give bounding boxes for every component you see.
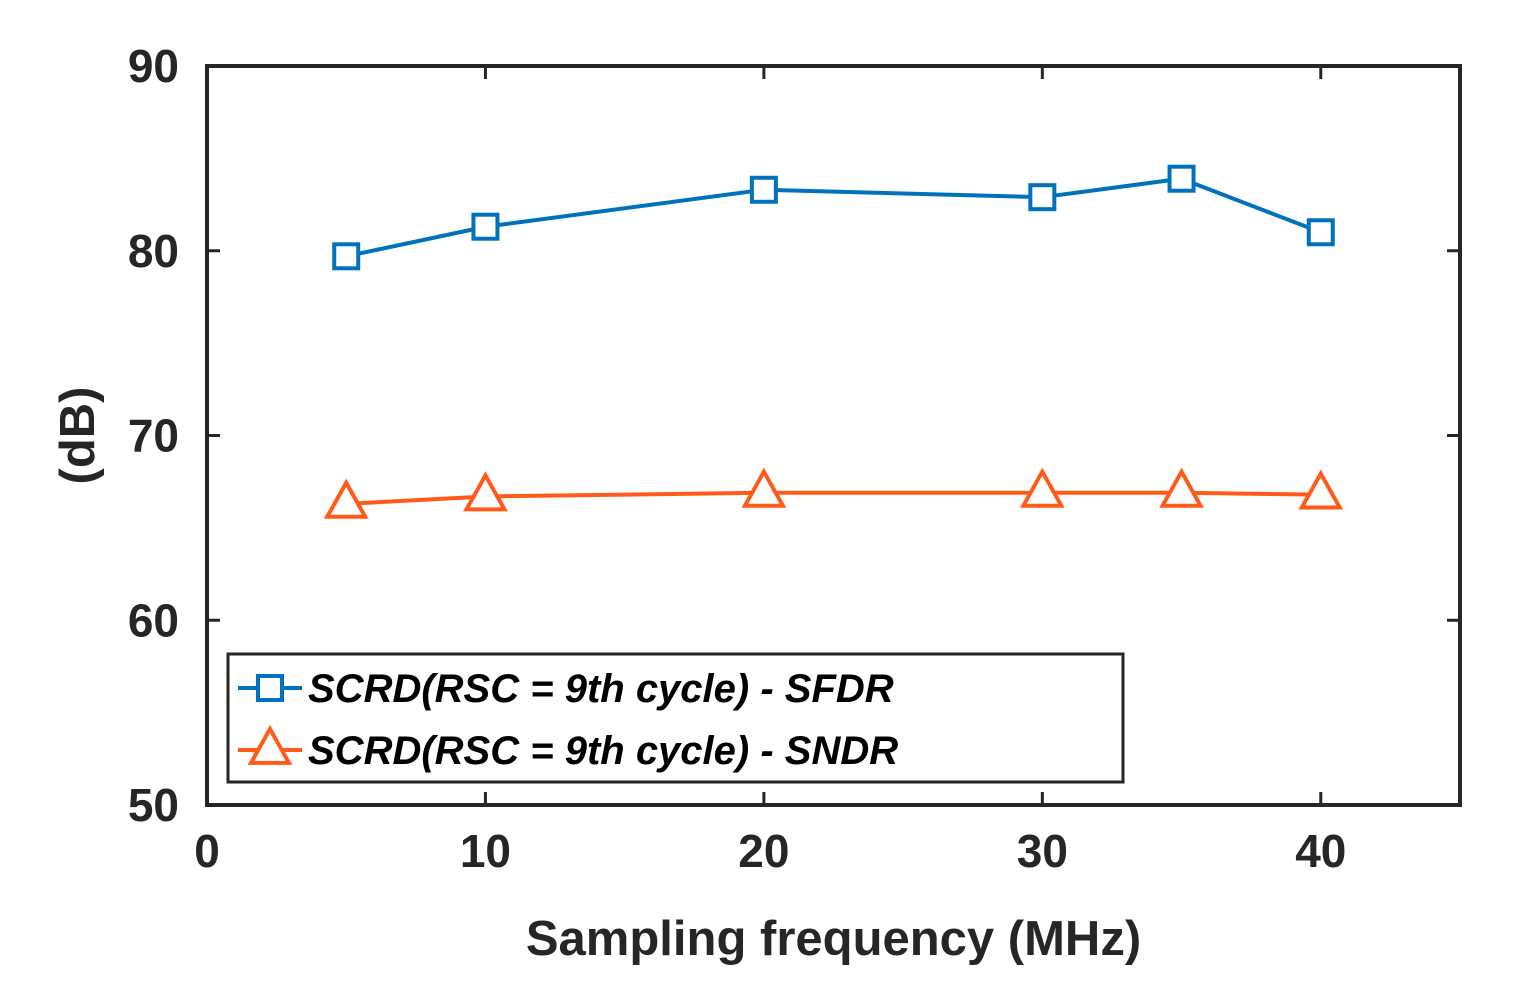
legend-marker-square <box>238 674 302 702</box>
legend-box <box>226 652 1125 784</box>
data-point-triangle <box>1159 467 1204 508</box>
legend-marker-triangle <box>238 724 302 765</box>
data-point-triangle <box>1298 469 1344 510</box>
legend: SCRD(RSC = 9th cycle) - SFDR SCRD(RSC = … <box>226 652 1125 784</box>
x-tick-label: 30 <box>1017 825 1068 877</box>
axes-layer <box>205 64 1462 807</box>
y-tick-label: 90 <box>128 40 179 92</box>
data-point-triangle <box>463 471 508 512</box>
y-tick-label: 60 <box>128 594 179 646</box>
tick-labels: 0 10 20 30 40 50 60 70 80 90 <box>128 40 1347 877</box>
legend-label-sndr: SCRD(RSC = 9th cycle) - SNDR <box>308 729 898 773</box>
data-point-square <box>471 212 500 241</box>
y-tick-label: 70 <box>128 410 179 462</box>
data-point-square <box>1167 164 1196 193</box>
data-point-triangle <box>323 478 369 519</box>
legend-triangle-marker <box>247 724 293 765</box>
series-0 <box>332 164 1335 271</box>
x-tick-label: 10 <box>460 825 511 877</box>
x-tick-label: 20 <box>738 825 789 877</box>
series-1 <box>323 467 1344 519</box>
x-tick-label: 40 <box>1295 825 1346 877</box>
data-point-square <box>1028 183 1057 212</box>
series-line <box>346 490 1321 506</box>
x-tick-label: 0 <box>194 825 220 877</box>
legend-square-marker <box>256 674 284 702</box>
legend-entry-sfdr: SCRD(RSC = 9th cycle) - SFDR <box>238 667 894 711</box>
data-point-triangle <box>1019 467 1065 508</box>
y-axis-label: (dB) <box>51 387 105 485</box>
y-tick-label: 50 <box>128 779 179 831</box>
data-point-square <box>749 175 778 204</box>
data-point-square <box>332 242 361 271</box>
legend-entry-sndr: SCRD(RSC = 9th cycle) - SNDR <box>238 724 898 773</box>
series-line <box>345 176 1322 259</box>
series-layer <box>323 164 1344 519</box>
legend-label-sfdr: SCRD(RSC = 9th cycle) - SFDR <box>308 667 894 711</box>
data-point-square <box>1306 218 1335 247</box>
x-axis-label: Sampling frequency (MHz) <box>526 912 1141 966</box>
y-tick-label: 80 <box>128 225 179 277</box>
data-point-triangle <box>741 467 787 508</box>
